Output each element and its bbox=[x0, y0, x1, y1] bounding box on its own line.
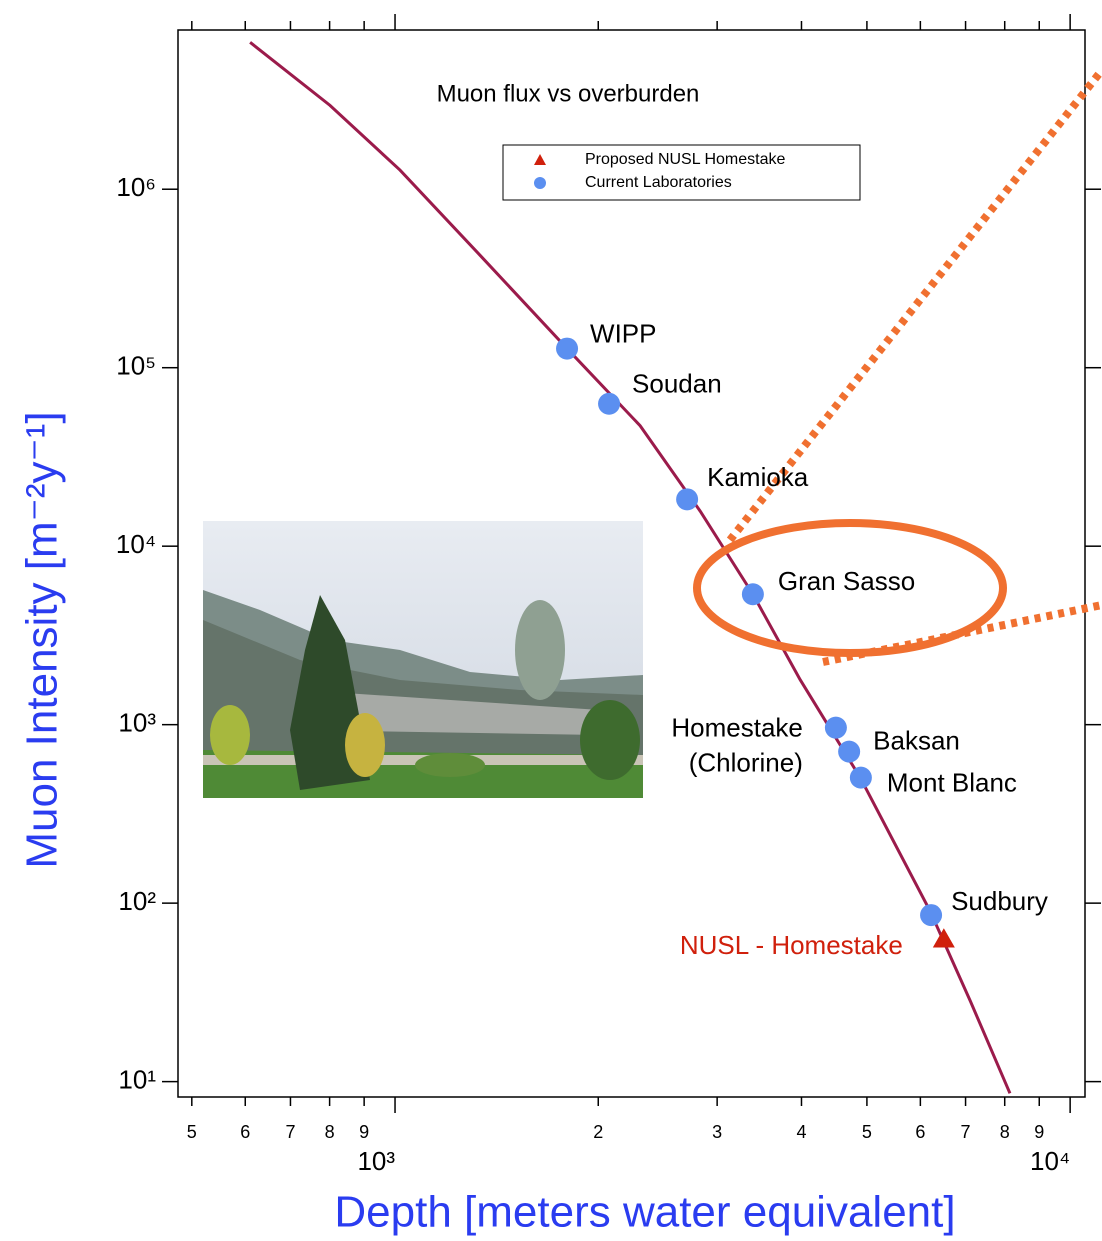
y-tick-label: 10⁵ bbox=[116, 351, 156, 381]
point-label: Soudan bbox=[632, 369, 722, 399]
point-label: Gran Sasso bbox=[778, 566, 915, 596]
y-tick-label: 10² bbox=[118, 886, 156, 916]
x-tick-label: 9 bbox=[1034, 1122, 1044, 1142]
point-label: Mont Blanc bbox=[887, 767, 1017, 797]
y-tick-label: 10³ bbox=[118, 708, 156, 738]
photo bbox=[203, 521, 643, 798]
legend-label: Current Laboratories bbox=[585, 174, 732, 191]
point-label: Sudbury bbox=[951, 886, 1048, 916]
x-tick-label: 10³ bbox=[357, 1146, 395, 1176]
point bbox=[598, 393, 620, 415]
x-tick-label: 7 bbox=[961, 1122, 971, 1142]
page: 5 6 7 8 9 10³ 2 3 4 5 6 7 8 9 10⁴ 10¹ 10² 10³ 10⁴ 10⁵ 10⁶ NU… bbox=[0, 0, 1102, 1241]
x-tick-label: 5 bbox=[862, 1122, 872, 1142]
point-label: (Chlorine) bbox=[689, 748, 803, 778]
x-tick-label: 8 bbox=[1000, 1122, 1010, 1142]
point-label: Homestake bbox=[671, 713, 803, 743]
point bbox=[850, 767, 872, 789]
y-tick-label: 10⁶ bbox=[116, 172, 156, 202]
point-label: WIPP bbox=[590, 318, 656, 348]
point-label: NUSL - Homestake bbox=[680, 930, 903, 960]
x-tick-label: 3 bbox=[712, 1122, 722, 1142]
y-tick-label: 10¹ bbox=[118, 1064, 156, 1094]
point bbox=[838, 741, 860, 763]
x-tick-label: 6 bbox=[915, 1122, 925, 1142]
x-tick-label: 5 bbox=[187, 1122, 197, 1142]
chart-title: Muon flux vs overburden bbox=[437, 80, 700, 107]
x-tick-label: 7 bbox=[285, 1122, 295, 1142]
x-tick-label: 6 bbox=[240, 1122, 250, 1142]
legend-label: Proposed NUSL Homestake bbox=[585, 151, 785, 168]
x-axis-label: Depth [meters water equivalent] bbox=[334, 1188, 955, 1237]
point bbox=[556, 338, 578, 360]
point-label: Baksan bbox=[873, 726, 960, 756]
chart: 5 6 7 8 9 10³ 2 3 4 5 6 7 8 9 10⁴ 10¹ 10² 10³ 10⁴ 10⁵ 10⁶ NU… bbox=[0, 0, 1102, 1241]
legend-marker bbox=[534, 177, 546, 189]
point bbox=[920, 904, 942, 926]
x-tick-label: 4 bbox=[796, 1122, 806, 1142]
x-tick-label: 8 bbox=[325, 1122, 335, 1142]
y-tick-label: 10⁴ bbox=[116, 529, 156, 559]
x-tick-label: 2 bbox=[593, 1122, 603, 1142]
y-axis-label: Muon Intensity [m⁻²y⁻¹] bbox=[18, 411, 67, 868]
point-label: Kamioka bbox=[707, 462, 809, 492]
point bbox=[742, 583, 764, 605]
x-tick-label: 10⁴ bbox=[1030, 1146, 1070, 1176]
x-tick-label: 9 bbox=[359, 1122, 369, 1142]
point bbox=[933, 928, 955, 947]
point bbox=[676, 488, 698, 510]
point bbox=[825, 717, 847, 739]
